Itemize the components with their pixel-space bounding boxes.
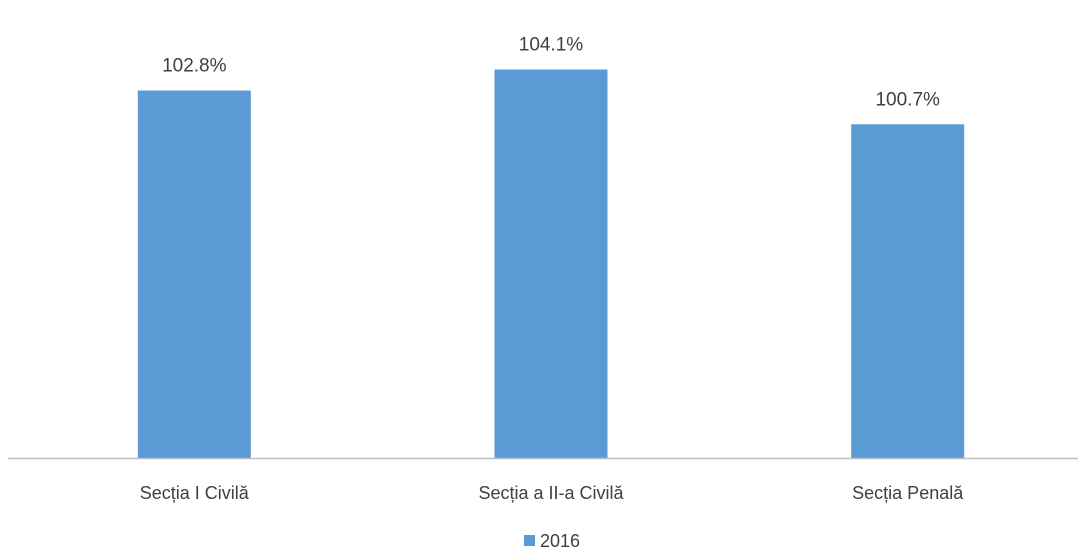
legend-label-2016: 2016 [540,531,580,550]
bar-1 [137,90,251,458]
data-label-3: 100.7% [875,89,940,110]
bar-3 [851,124,965,459]
category-label-1: Secția I Civilă [140,483,250,503]
category-label-3: Secția Penală [852,483,964,503]
legend-swatch-2016 [524,535,535,546]
legend: 2016 [524,531,580,550]
bars-layer [137,69,965,459]
data-label-2: 104.1% [519,35,584,56]
category-label-2: Secția a II-a Civilă [478,483,624,503]
bar-2 [494,69,608,458]
labels-layer: 102.8% Secția I Civilă 104.1% Secția a II-a… [140,35,964,504]
data-label-1: 102.8% [162,56,227,77]
